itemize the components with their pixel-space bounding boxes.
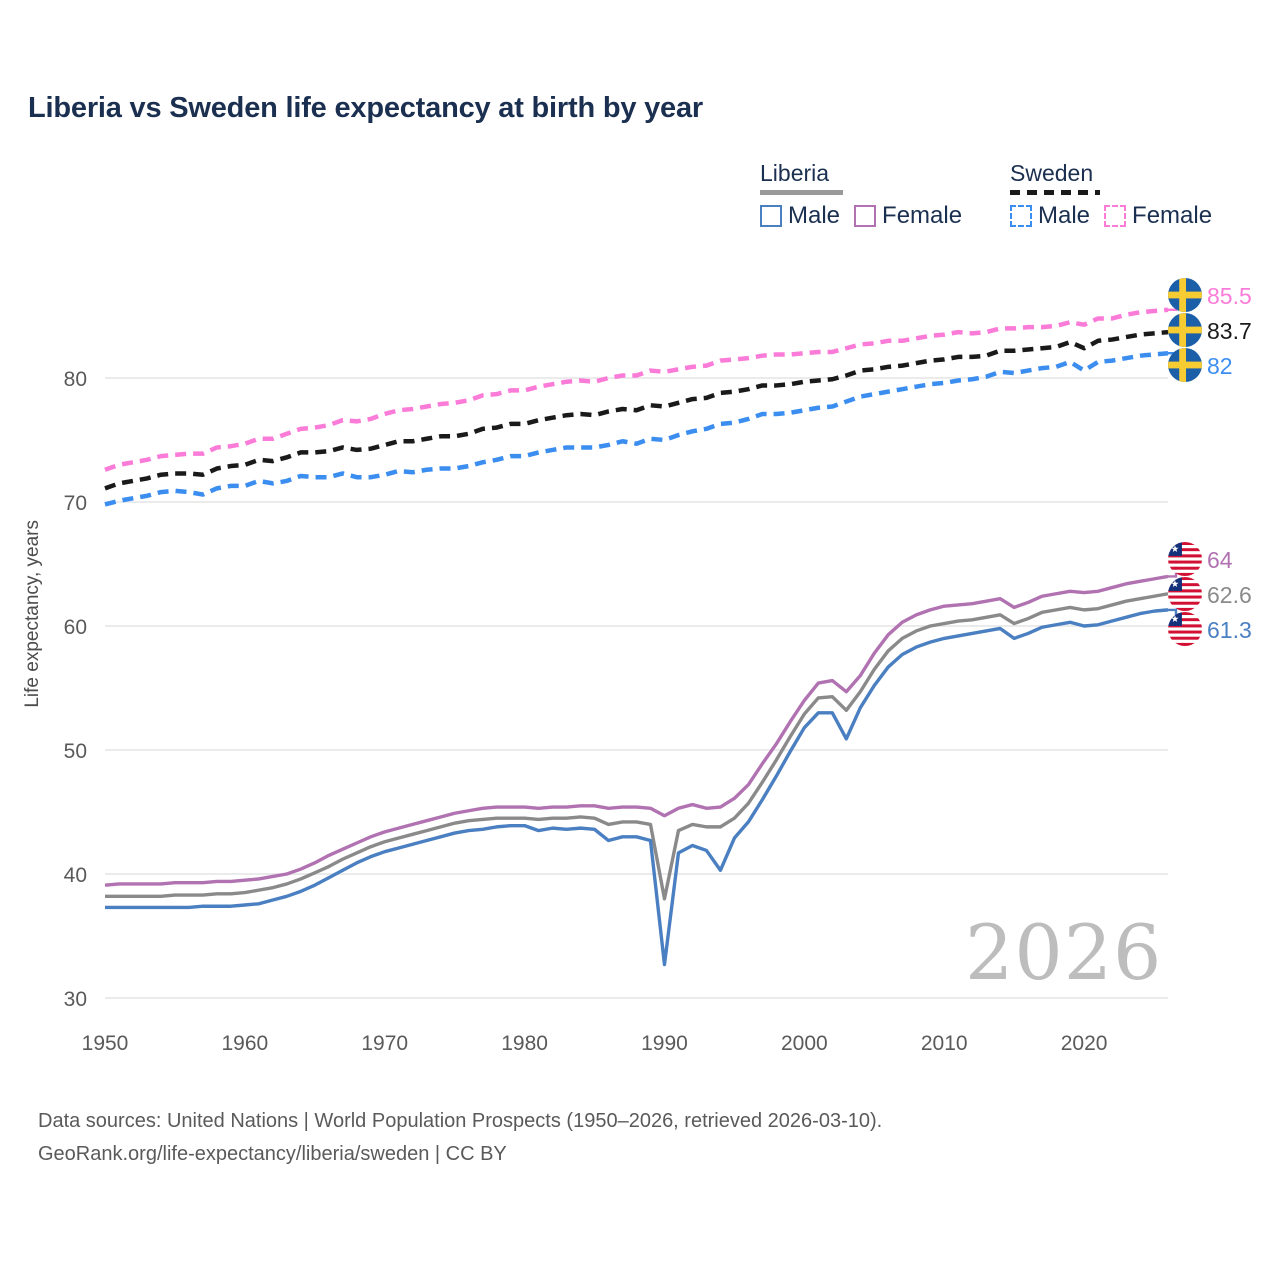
x-tick-label: 2000 [781,1032,828,1055]
end-value-label: 83.7 [1207,318,1252,344]
legend-item-liberia-male[interactable]: Male [760,202,840,230]
series-line [104,307,1169,472]
legend-item-liberia-female[interactable]: Female [854,202,962,230]
sweden-flag-icon [1168,278,1202,312]
series-line [104,574,1169,887]
legend-label-sweden-female: Female [1132,202,1213,229]
legend-label-sweden-male: Male [1038,202,1091,229]
year-watermark: 2026 [965,908,1163,997]
liberia-flag-icon [1168,577,1202,611]
legend-group-sweden: Sweden Male Female [1010,160,1260,230]
series-line [105,592,1169,901]
y-tick-label: 80 [64,368,87,391]
x-tick-label: 1990 [641,1032,688,1055]
legend-label-liberia-female: Female [882,202,963,229]
x-tick-label: 1950 [82,1032,129,1055]
legend-group-liberia: Liberia Male Female [760,160,1010,230]
liberia-flag-icon [1168,612,1202,646]
series-line [105,608,1169,967]
x-tick-label: 2010 [921,1032,968,1055]
series-line [104,350,1169,507]
y-tick-label: 70 [64,492,87,515]
legend-country-sweden: Sweden [1010,160,1094,186]
series-line [104,329,1169,491]
footer-line-1: Data sources: United Nations | World Pop… [38,1110,883,1132]
end-value-label: 62.6 [1207,582,1252,608]
y-tick-label: 40 [64,864,87,887]
legend-country-liberia: Liberia [760,160,830,186]
x-tick-label: 1960 [222,1032,269,1055]
y-tick-label: 60 [64,616,87,639]
end-value-label: 82 [1207,353,1233,379]
y-tick-label: 50 [64,740,87,763]
legend-rule-dashed [1010,190,1100,195]
legend-item-sweden-male[interactable]: Male [1010,202,1090,230]
sweden-flag-icon [1168,313,1202,347]
end-value-label: 85.5 [1207,283,1252,309]
legend-label-liberia-male: Male [788,202,841,229]
legend-item-sweden-female[interactable]: Female [1104,202,1212,230]
end-value-label: 61.3 [1207,617,1252,643]
swatch-icon-sweden-male [1010,205,1032,227]
x-tick-label: 2020 [1061,1032,1108,1055]
swatch-icon-sweden-female [1104,205,1127,227]
x-tick-label: 1970 [361,1032,408,1055]
end-value-label: 64 [1207,547,1233,573]
footer-credits: Data sources: United Nations | World Pop… [38,1105,882,1171]
sweden-flag-icon [1168,348,1202,382]
chart-title: Liberia vs Sweden life expectancy at bir… [28,92,703,124]
footer-line-2: GeoRank.org/life-expectancy/liberia/swed… [38,1143,507,1165]
swatch-icon-liberia-female [854,205,877,227]
y-tick-label: 30 [64,988,87,1011]
swatch-icon-liberia-male [760,205,782,227]
x-tick-label: 1980 [501,1032,548,1055]
chart-legend: Liberia Male Female Sweden [760,160,1260,230]
liberia-flag-icon [1168,542,1202,576]
legend-rule-solid [760,190,843,195]
